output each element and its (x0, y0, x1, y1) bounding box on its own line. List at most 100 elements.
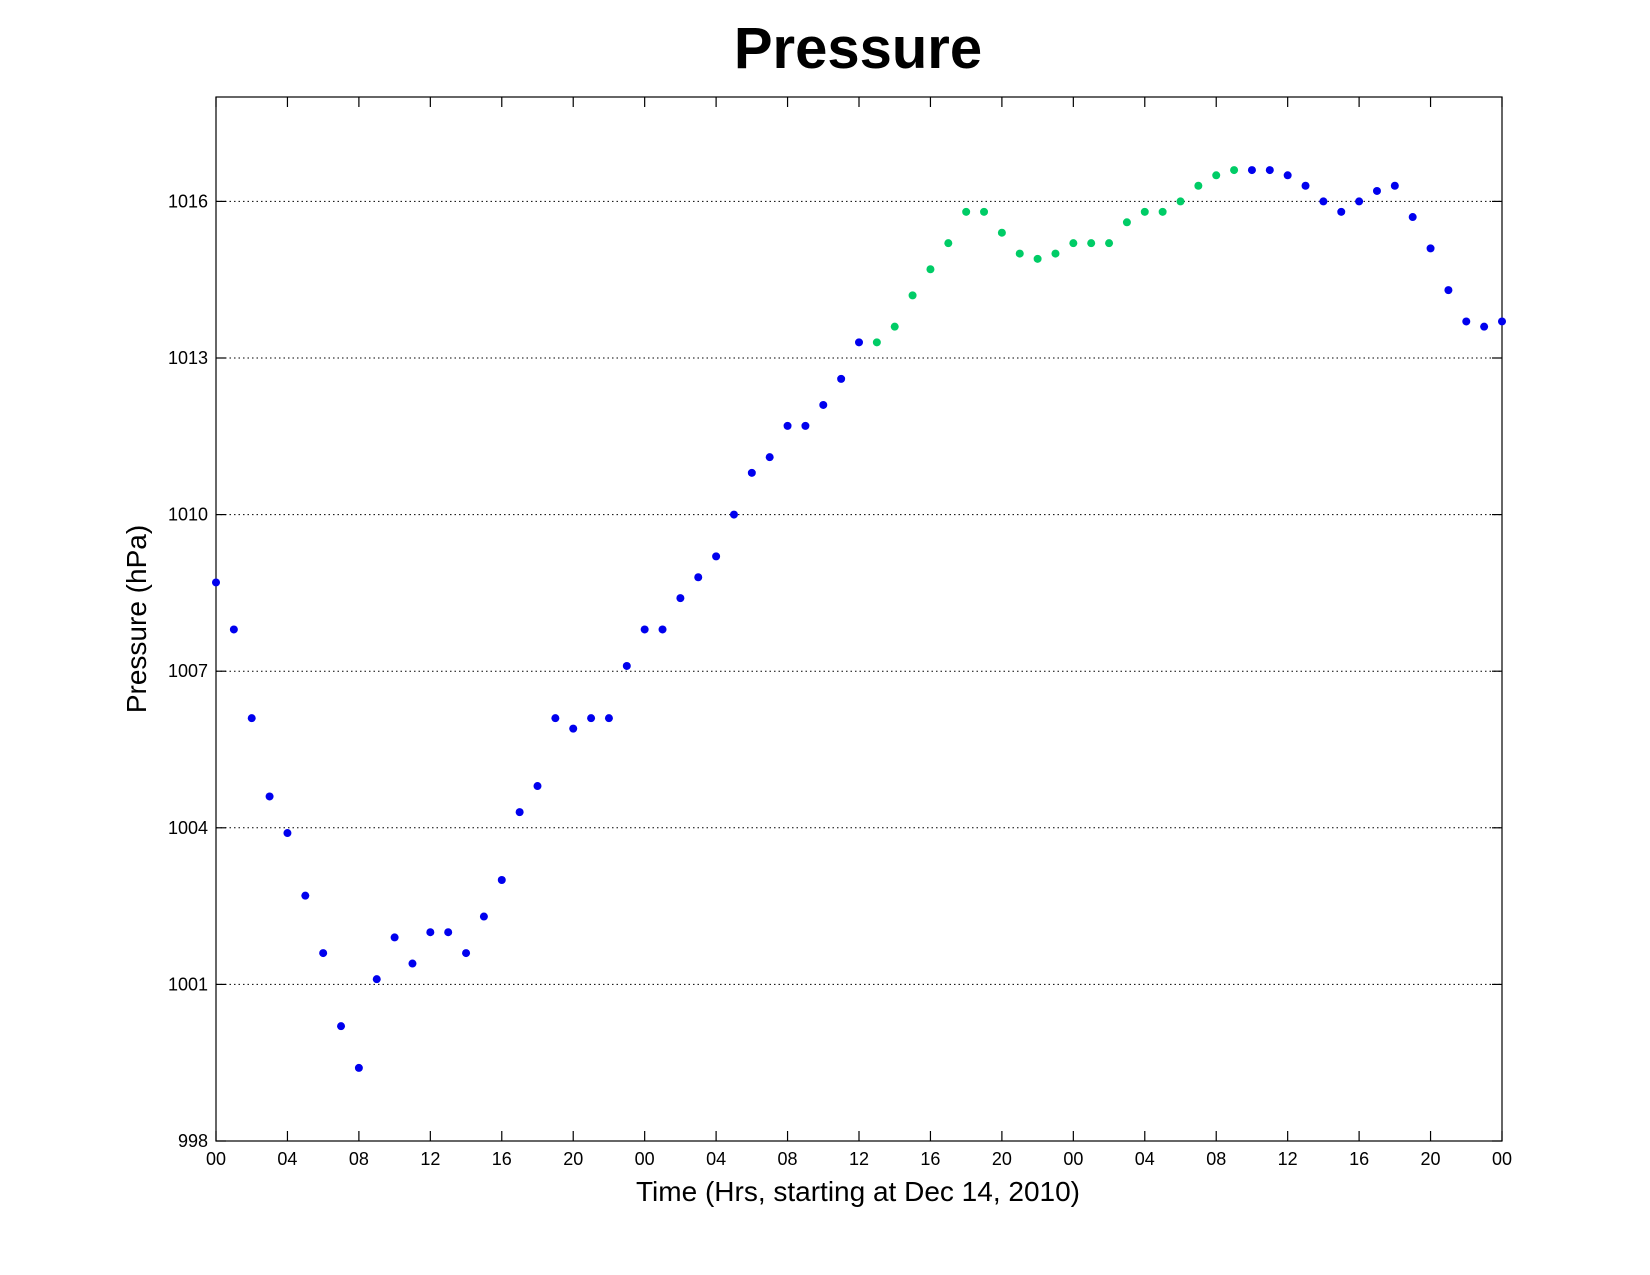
data-point (837, 374, 846, 383)
plot-frame (215, 96, 1503, 1142)
data-point (444, 928, 453, 937)
axis-ticks (215, 97, 1503, 1142)
data-points (212, 166, 1506, 1072)
data-point (1194, 181, 1203, 190)
data-point (1122, 218, 1131, 227)
data-point (390, 933, 399, 942)
data-point (551, 714, 560, 723)
data-point (1265, 166, 1274, 175)
data-point (1015, 249, 1024, 258)
x-tick-label: 20 (992, 1149, 1012, 1169)
data-point (1355, 197, 1364, 206)
data-point (926, 265, 935, 274)
data-point (212, 578, 220, 587)
data-point (1087, 239, 1096, 248)
data-point (640, 625, 649, 634)
y-tick-label: 998 (178, 1131, 208, 1151)
data-point (1462, 317, 1471, 326)
data-point (1033, 254, 1042, 263)
data-point (997, 228, 1006, 237)
x-tick-label: 04 (277, 1149, 297, 1169)
data-point (1283, 171, 1292, 180)
data-point (515, 808, 524, 817)
chart-title: Pressure (734, 16, 982, 81)
data-point (729, 510, 738, 519)
grid-lines (216, 200, 1502, 985)
data-point (890, 322, 899, 331)
data-point (479, 912, 488, 921)
data-point (587, 714, 596, 723)
data-point (980, 207, 989, 216)
data-point (872, 338, 881, 347)
x-tick-label: 16 (1349, 1149, 1369, 1169)
y-tick-label: 1016 (168, 191, 208, 211)
data-point (1372, 186, 1381, 195)
data-point (694, 573, 703, 582)
y-tick-label: 1013 (168, 348, 208, 368)
x-tick-label: 00 (206, 1149, 226, 1169)
data-point (1212, 171, 1221, 180)
data-point (1498, 317, 1506, 326)
x-tick-label: 08 (1206, 1149, 1226, 1169)
data-point (1337, 207, 1346, 216)
x-tick-label: 04 (1135, 1149, 1155, 1169)
data-point (1390, 181, 1399, 190)
data-point (1158, 207, 1167, 216)
data-point (1247, 166, 1256, 175)
data-point (1069, 239, 1078, 248)
data-point (1301, 181, 1310, 190)
data-point (497, 876, 506, 884)
data-point (301, 891, 310, 900)
data-point (1480, 322, 1489, 331)
data-point (712, 552, 721, 561)
data-point (622, 661, 631, 670)
data-point (783, 421, 792, 430)
y-tick-label: 1004 (168, 818, 208, 838)
x-tick-label: 20 (1421, 1149, 1441, 1169)
data-point (1444, 286, 1453, 295)
x-tick-label: 12 (849, 1149, 869, 1169)
data-point (354, 1063, 363, 1072)
data-point (319, 949, 328, 958)
y-axis-label: Pressure (hPa) (121, 525, 152, 713)
data-point (676, 594, 685, 603)
data-point (765, 453, 774, 462)
x-axis-label: Time (Hrs, starting at Dec 14, 2010) (636, 1176, 1080, 1207)
data-point (229, 625, 238, 634)
data-point (819, 400, 828, 409)
data-point (283, 829, 292, 838)
data-point (801, 421, 810, 430)
data-point (1408, 213, 1417, 222)
data-point (1319, 197, 1328, 206)
x-tick-label: 12 (420, 1149, 440, 1169)
data-point (1426, 244, 1435, 253)
x-tick-label: 16 (492, 1149, 512, 1169)
x-tick-label: 04 (706, 1149, 726, 1169)
data-point (1105, 239, 1114, 248)
x-tick-label: 00 (1492, 1149, 1512, 1169)
data-point (337, 1022, 346, 1031)
data-point (855, 338, 863, 347)
data-point (408, 959, 417, 968)
y-tick-label: 1001 (168, 974, 208, 994)
data-point (426, 928, 435, 937)
y-tick-label: 1007 (168, 661, 208, 681)
data-point (658, 625, 667, 634)
data-point (265, 792, 274, 801)
data-point (1140, 207, 1149, 216)
data-point (962, 207, 971, 216)
y-tick-label: 1010 (168, 505, 208, 525)
data-point (604, 714, 613, 723)
data-point (533, 782, 542, 791)
data-point (372, 975, 381, 984)
y-tick-labels: 998 1001 1004 1007 1010 1013 1016 (168, 191, 208, 1151)
x-tick-label: 16 (920, 1149, 940, 1169)
data-point (1230, 166, 1239, 175)
x-tick-label: 08 (778, 1149, 798, 1169)
x-tick-label: 12 (1278, 1149, 1298, 1169)
x-tick-label: 20 (563, 1149, 583, 1169)
x-tick-label: 08 (349, 1149, 369, 1169)
data-point (747, 468, 756, 477)
data-point (462, 949, 471, 958)
